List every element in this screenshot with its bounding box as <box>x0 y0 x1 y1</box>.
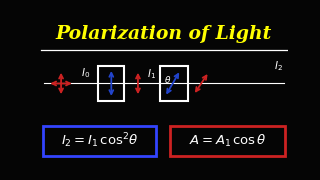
Text: $\theta$: $\theta$ <box>164 73 171 85</box>
Bar <box>43 126 156 156</box>
Text: Polarization of Light: Polarization of Light <box>56 25 272 43</box>
Text: $I_1$: $I_1$ <box>147 67 156 81</box>
Text: $I_0$: $I_0$ <box>81 66 91 80</box>
Text: $A = A_1\,\cos\theta$: $A = A_1\,\cos\theta$ <box>188 133 266 149</box>
Bar <box>98 66 124 101</box>
Text: $I_2 = I_1\,\cos^2\!\theta$: $I_2 = I_1\,\cos^2\!\theta$ <box>61 131 138 150</box>
Bar <box>170 126 285 156</box>
Bar <box>160 66 188 101</box>
Text: $I_2$: $I_2$ <box>274 59 283 73</box>
